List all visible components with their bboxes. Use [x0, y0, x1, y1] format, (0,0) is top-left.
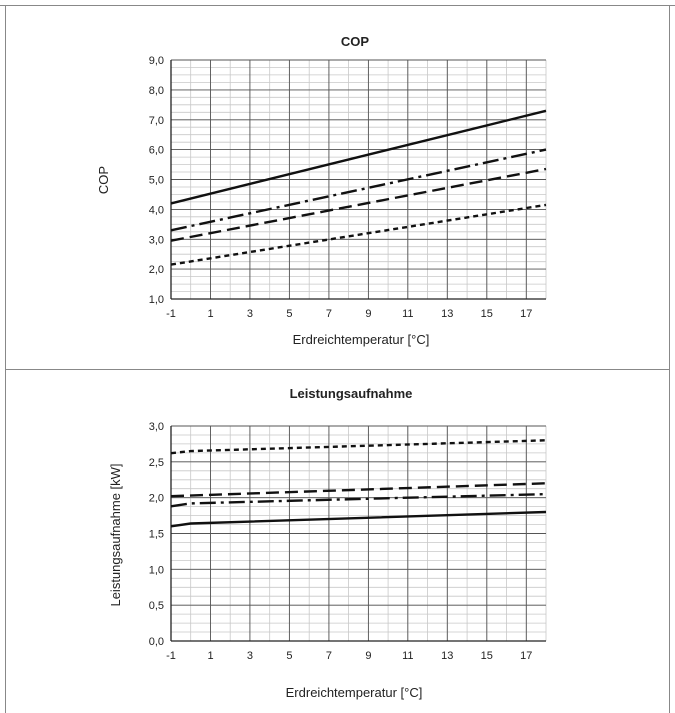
power-chart-series-long-dash-line [170, 482, 547, 498]
cop-chart-y-tick-label: 3,0 [149, 234, 164, 246]
cop-chart-grid [170, 59, 547, 300]
cop-chart-y-ticks: 1,0 2,0 3,0 4,0 5,0 6,0 7,0 8,0 9,0 [149, 55, 164, 306]
power-chart-x-tick-label: 5 [286, 650, 292, 662]
power-chart-y-tick-label: 1,0 [149, 564, 164, 576]
cop-chart-y-tick-label: 7,0 [149, 115, 164, 127]
cop-chart-x-tick-label: 11 [402, 308, 413, 320]
power-chart-x-tick-label: 9 [365, 650, 371, 662]
power-chart-grid [170, 425, 547, 642]
cop-chart-y-tick-label: 4,0 [149, 204, 164, 216]
cop-chart-x-axis-label: Erdreichtemperatur [°C] [293, 332, 430, 347]
cop-chart-y-tick-label: 6,0 [149, 145, 164, 157]
power-chart-y-ticks: 0,0 0,5 1,0 1,5 2,0 2,5 3,0 [149, 421, 164, 648]
power-chart-x-tick-label: 1 [207, 650, 213, 662]
cop-chart-series-solid-line [170, 109, 547, 205]
cop-chart-series-dash-dot-line [170, 148, 547, 232]
cop-chart-y-tick-label: 9,0 [149, 55, 164, 67]
panel-frame [0, 5, 675, 713]
power-chart-y-tick-label: 2,5 [149, 457, 164, 469]
cop-chart-x-tick-label: 5 [286, 308, 292, 320]
cop-chart-x-tick-label: 13 [441, 308, 453, 320]
power-chart-title: Leistungsaufnahme [290, 386, 413, 401]
cop-chart-title: COP [341, 34, 370, 49]
power-chart-y-tick-label: 2,0 [149, 493, 164, 505]
cop-chart-y-tick-label: 8,0 [149, 85, 164, 97]
cop-chart-x-tick-label: 9 [365, 308, 371, 320]
power-chart-series-short-dash-line [170, 439, 547, 455]
power-chart-x-tick-label: 13 [441, 650, 453, 662]
cop-chart-x-tick-label: 15 [481, 308, 493, 320]
power-chart-x-tick-label: 11 [402, 650, 413, 662]
cop-chart-y-axis-label: COP [96, 166, 111, 194]
power-chart-y-axis-label: Leistungsaufnahme [kW] [108, 463, 123, 606]
cop-chart-x-tick-label: 3 [247, 308, 253, 320]
power-chart-y-tick-label: 3,0 [149, 421, 164, 433]
cop-chart-series-long-dash-line [170, 167, 547, 242]
power-chart-y-tick-label: 0,5 [149, 600, 164, 612]
power-chart-x-tick-label: 7 [326, 650, 332, 662]
power-chart-x-tick-label: 17 [520, 650, 532, 662]
cop-chart-x-tick-label: 1 [207, 308, 213, 320]
power-chart-y-tick-label: 0,0 [149, 636, 164, 648]
cop-chart-x-ticks: -1 1 3 5 7 9 11 13 15 17 [166, 308, 532, 320]
cop-chart-x-tick-label: 7 [326, 308, 332, 320]
cop-chart-y-tick-label: 5,0 [149, 175, 164, 187]
power-chart-x-tick-label: 3 [247, 650, 253, 662]
power-chart-x-axis-label: Erdreichtemperatur [°C] [286, 685, 423, 700]
cop-chart-x-tick-label: -1 [166, 308, 176, 320]
power-chart-y-tick-label: 1,5 [149, 529, 164, 541]
cop-chart-series-short-dash-line [170, 203, 547, 266]
power-chart-x-tick-label: -1 [166, 650, 176, 662]
power-chart-series-solid-line [170, 510, 547, 528]
power-chart-x-tick-label: 15 [481, 650, 493, 662]
cop-chart: COP -1 1 3 5 7 9 11 13 15 17 1,02,03,04,05,06,07,… [96, 34, 547, 347]
cop-chart-y-tick-label: 2,0 [149, 264, 164, 276]
power-chart-series-dash-dot-line [170, 492, 547, 508]
cop-chart-x-tick-label: 17 [520, 308, 532, 320]
power-chart-series [170, 439, 547, 528]
cop-chart-y-tick-label: 1,0 [149, 294, 164, 306]
cop-chart-series [170, 109, 547, 266]
power-chart-x-ticks: -1 1 3 5 7 9 11 13 15 17 [166, 650, 532, 662]
power-chart: Leistungsaufnahme -1 1 3 5 7 9 11 13 15 17 0,00,5… [108, 386, 547, 700]
